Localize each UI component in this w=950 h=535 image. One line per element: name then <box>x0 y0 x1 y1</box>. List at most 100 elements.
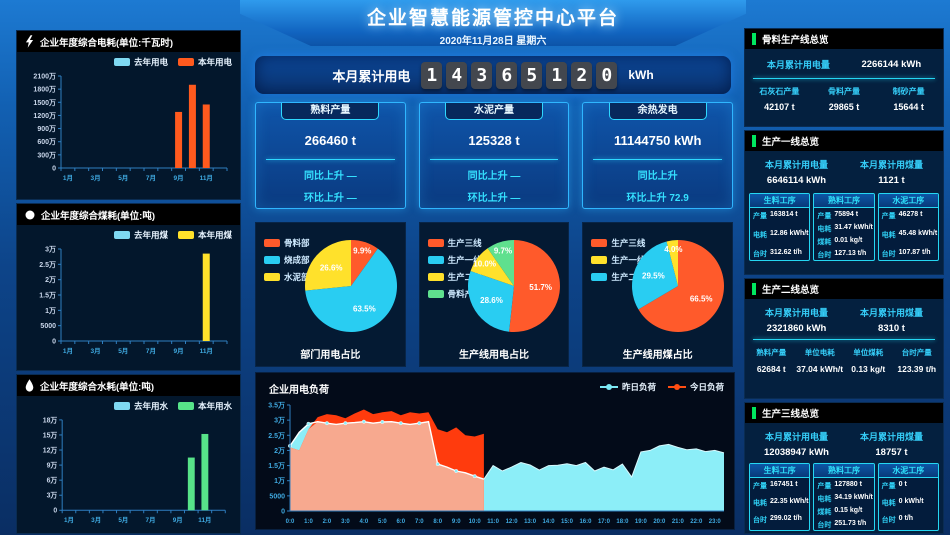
kpi: 本月累计用煤量 18757 t <box>859 432 923 458</box>
legend-item[interactable]: 生产二线 <box>427 271 482 283</box>
svg-text:9.7%: 9.7% <box>494 246 512 255</box>
divider <box>593 159 723 160</box>
svg-text:0: 0 <box>281 509 285 516</box>
svg-text:7:0: 7:0 <box>415 519 424 525</box>
svg-text:15万: 15万 <box>43 431 58 439</box>
legend-swatch <box>177 231 194 239</box>
counter-unit: kWh <box>628 68 654 82</box>
stats-row: 石灰石产量 42107 t 骨料产量 29865 t 制砂产量 15644 t <box>745 79 943 112</box>
legend-item[interactable]: 本年用电 <box>177 56 232 68</box>
svg-text:28.6%: 28.6% <box>480 296 503 305</box>
svg-text:1万: 1万 <box>274 477 285 485</box>
legend-line-swatch <box>599 384 618 390</box>
svg-text:0: 0 <box>52 166 56 173</box>
svg-text:23:0: 23:0 <box>709 519 722 525</box>
stat-col: 台时产量 123.39 t/h <box>897 348 937 374</box>
legend-item[interactable]: 生产二线 <box>591 271 645 283</box>
legend-item[interactable]: 骨料部 <box>264 237 310 249</box>
workshop-boxes: 生料工序 产量 163814 t 电耗 12.86 kWh/t 台时 312.62 t… <box>745 191 943 264</box>
stat-card-value: 266460 t <box>304 133 356 148</box>
legend-swatch <box>177 58 194 66</box>
workshop-box-clinker: 熟料工序 产量 75894 t 电耗 31.47 kWh/t 煤耗 0.01 kg/t… <box>813 193 875 261</box>
svg-text:11月: 11月 <box>198 516 211 524</box>
legend-swatch <box>427 239 444 247</box>
svg-text:29.5%: 29.5% <box>642 271 665 280</box>
legend-item[interactable]: 生产三线 <box>591 237 645 249</box>
svg-text:13:0: 13:0 <box>524 519 537 525</box>
svg-text:1800万: 1800万 <box>33 86 56 94</box>
svg-text:8:0: 8:0 <box>433 519 442 525</box>
panel-header: 企业年度综合水耗(单位:吨) <box>17 375 240 396</box>
stat-col: 熟料产量 62684 t <box>756 348 787 374</box>
pie-legend: 骨料部 烧成部 水泥部 <box>264 237 310 288</box>
header-banner: 企业智慧能源管控中心平台 2020年11月28日 星期六 <box>240 0 746 46</box>
svg-text:17:0: 17:0 <box>598 519 611 525</box>
svg-text:20:0: 20:0 <box>653 519 666 525</box>
kpi-row: 本月累计用电量 6646114 kWh 本月累计用煤量 1121 t <box>745 151 943 191</box>
svg-text:7月: 7月 <box>146 347 156 355</box>
svg-text:1月: 1月 <box>63 174 73 182</box>
stat-card-waste-heat: 余热发电 11144750 kWh 同比上升 环比上升 72.9 <box>582 102 734 209</box>
workshop-boxes: 生料工序 产量 167451 t 电耗 22.35 kWh/t 台时 299.02 t… <box>745 461 943 534</box>
legend-item[interactable]: 生产三线 <box>427 237 482 249</box>
svg-text:5月: 5月 <box>118 516 128 524</box>
legend-item[interactable]: 水泥部 <box>264 271 310 283</box>
panel-header: 企业年度综合煤耗(单位:吨) <box>17 204 240 225</box>
legend-item[interactable]: 生产一线 <box>591 254 645 266</box>
svg-text:0:0: 0:0 <box>286 519 295 525</box>
svg-text:3月: 3月 <box>91 347 101 355</box>
legend-item[interactable]: 骨料产线 <box>427 288 482 300</box>
legend-item[interactable]: 本年用水 <box>177 400 232 412</box>
panel-title: 生产三线总览 <box>762 409 820 420</box>
stat-col: 单位电耗 37.04 kWh/t <box>796 348 844 374</box>
workshop-box-cement: 水泥工序 产量 0 t 电耗 0 kWh/t 台时 0 t/h <box>877 463 939 531</box>
stat-col: 石灰石产量 42107 t <box>759 87 800 112</box>
panel-title: 企业年度综合电耗(单位:千瓦时) <box>40 37 173 49</box>
legend-item[interactable]: 本年用煤 <box>177 229 232 241</box>
legend-item[interactable]: 今日负荷 <box>667 381 724 393</box>
svg-text:1.5万: 1.5万 <box>39 292 56 300</box>
panel-header: 生产一线总览 <box>745 131 943 151</box>
legend-item[interactable]: 去年用水 <box>113 400 168 412</box>
svg-text:900万: 900万 <box>37 125 56 133</box>
kpi: 本月累计用电量 2321860 kWh <box>764 308 828 334</box>
legend-item[interactable]: 去年用电 <box>113 56 168 68</box>
pie-legend: 生产三线 生产一线 生产二线 骨料产线 <box>427 237 482 305</box>
svg-text:2.5万: 2.5万 <box>39 261 56 269</box>
legend-swatch <box>113 402 130 410</box>
legend-item[interactable]: 生产一线 <box>427 254 482 266</box>
legend-swatch <box>264 273 280 281</box>
svg-text:9:0: 9:0 <box>452 519 461 525</box>
stat-card-yoy: 同比上升 — <box>467 171 521 182</box>
lightning-icon <box>25 35 34 48</box>
divider <box>266 159 395 160</box>
svg-text:11月: 11月 <box>200 174 213 182</box>
svg-text:9月: 9月 <box>174 347 184 355</box>
svg-text:9.9%: 9.9% <box>353 246 371 255</box>
legend-item[interactable]: 昨日负荷 <box>599 381 656 393</box>
kpi-label: 本月累计用电量 <box>766 60 830 70</box>
pie-title: 部门用电占比 <box>300 350 361 361</box>
stat-card-value: 125328 t <box>468 133 520 148</box>
divider <box>753 339 935 340</box>
kpi: 本月累计用电量 6646114 kWh <box>764 160 828 186</box>
svg-text:0: 0 <box>52 339 56 346</box>
svg-text:18:0: 18:0 <box>616 519 629 525</box>
kpi: 本月累计用电量 12038947 kWh <box>764 432 829 458</box>
panel-header: 企业年度综合电耗(单位:千瓦时) <box>17 31 240 52</box>
divider <box>429 159 559 160</box>
svg-text:600万: 600万 <box>37 138 56 146</box>
svg-text:1:0: 1:0 <box>304 519 313 525</box>
svg-text:1500万: 1500万 <box>33 99 56 107</box>
svg-text:4:0: 4:0 <box>360 519 369 525</box>
panel-title: 企业年度综合煤耗(单位:吨) <box>41 210 155 222</box>
stat-card-title: 水泥产量 <box>445 103 543 120</box>
legend-item[interactable]: 烧成部 <box>264 254 310 266</box>
svg-text:0: 0 <box>53 508 57 515</box>
workshop-box-cement: 水泥工序 产量 46278 t 电耗 45.48 kWh/t 台时 107.87 t/… <box>877 193 939 261</box>
legend-item[interactable]: 去年用煤 <box>113 229 168 241</box>
legend-swatch <box>177 402 194 410</box>
stat-cards-row: 熟料产量 266460 t 同比上升 — 环比上升 — 水泥产量 125328 … <box>255 102 734 209</box>
counter-digit: 1 <box>546 61 568 89</box>
